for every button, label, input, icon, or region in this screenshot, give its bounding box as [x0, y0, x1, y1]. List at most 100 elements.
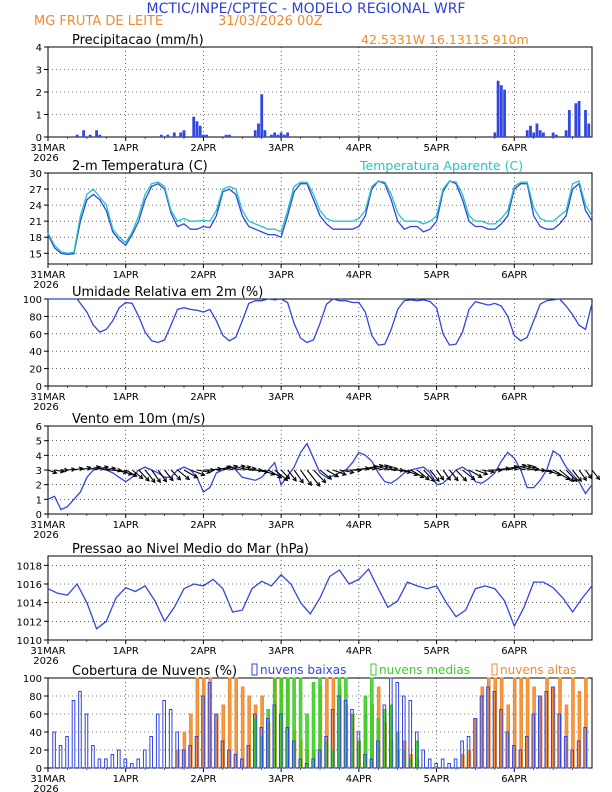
precip-bar: [542, 132, 545, 137]
temp-ytick-label: 15: [29, 249, 42, 260]
precip-bar: [503, 89, 506, 137]
wind-arrow: [313, 469, 326, 483]
temp-xtick-label: 6APR: [501, 270, 527, 281]
wind-arrow: [423, 469, 435, 482]
wind-arrow-head: [145, 476, 150, 482]
wind-arrow: [190, 469, 205, 476]
wind-arrow: [242, 467, 256, 471]
cloud-bar-nuvens-baixas: [91, 745, 95, 769]
precip-bar: [98, 134, 102, 137]
wind-arrow: [475, 469, 488, 475]
wind-arrow: [183, 469, 198, 479]
wind-ytick-label: 1: [36, 495, 42, 506]
cloud-bar-nuvens-baixas: [363, 754, 367, 769]
wind-xtick-label: 31MAR: [30, 520, 65, 531]
precip-bar: [159, 134, 163, 137]
wind-arrow: [287, 469, 297, 482]
wind-arrow-head: [210, 467, 216, 473]
wind-arrow: [585, 469, 592, 479]
wind-ytick-label: 2: [36, 481, 42, 492]
precip-bar: [82, 130, 86, 137]
slp-title: Pressao ao Nivel Medio do Mar (hPa): [72, 542, 309, 557]
cloud-bar-nuvens-baixas: [155, 713, 160, 769]
wind-arrow: [144, 469, 156, 483]
temp-ytick-label: 18: [29, 233, 42, 244]
cloud-bar-nuvens-medias: [370, 677, 374, 769]
cloud-bar-nuvens-baixas: [207, 682, 212, 769]
wind-arrow: [280, 469, 290, 480]
precip-bar: [554, 134, 558, 137]
wind-arrow-head: [430, 477, 436, 483]
wind-arrow: [442, 469, 451, 481]
temp-line-temperatura-aparente-c-: [47, 180, 593, 254]
rh-xtick-label: 31MAR: [30, 392, 65, 403]
temp-xtick-sublabel: 2026: [33, 280, 58, 291]
precip-xtick-label: 2APR: [190, 143, 216, 154]
precip-xtick-label: 5APR: [423, 143, 449, 154]
clouds-ytick-label: 100: [23, 674, 42, 685]
cloud-bar-nuvens-baixas: [201, 695, 205, 769]
temp-xtick-label: 31MAR: [30, 270, 65, 281]
cloud-bar-nuvens-baixas: [460, 740, 464, 769]
cloud-bar-nuvens-baixas: [401, 695, 406, 769]
run-label: 31/03/2026 00Z: [218, 14, 323, 29]
rh-xtick-label: 4APR: [346, 392, 372, 403]
wind-arrow: [306, 469, 321, 487]
wind-arrow-head: [292, 476, 297, 482]
wind-arrow: [319, 469, 332, 480]
wind-xtick-sublabel: 2026: [33, 530, 58, 541]
slp-xtick-label: 5APR: [423, 646, 449, 657]
cloud-bar-nuvens-baixas: [129, 763, 134, 769]
cloud-bar-nuvens-medias: [311, 682, 316, 769]
wind-arrow: [578, 469, 587, 481]
precip-xtick-label: 6APR: [501, 143, 527, 154]
precip-ytick-label: 2: [36, 88, 42, 99]
wind-arrow: [429, 469, 440, 482]
slp-xtick-label: 6APR: [501, 646, 527, 657]
slp-xtick-label: 4APR: [346, 646, 372, 657]
wind-arrow-head: [384, 464, 390, 469]
cloud-bar-nuvens-baixas: [525, 736, 529, 769]
slp-ytick-label: 1018: [17, 561, 42, 572]
wind-arrow-head: [582, 476, 587, 482]
wind-arrow: [546, 469, 561, 476]
cloud-bar-nuvens-baixas: [466, 736, 471, 769]
precip-bar: [253, 130, 257, 137]
rh-ytick-label: 100: [23, 295, 42, 306]
precip-bar: [564, 130, 568, 137]
cloud-bar-nuvens-baixas: [544, 691, 549, 769]
wind-arrow-head: [246, 465, 252, 470]
wind-arrow-head: [132, 472, 138, 477]
cloud-bar-nuvens-baixas: [259, 727, 264, 769]
temp-legend: Temperatura Aparente (C): [359, 158, 523, 173]
precip-bar: [525, 130, 529, 137]
wind-arrow-head: [185, 475, 191, 481]
precip-ytick-label: 3: [36, 66, 42, 77]
wind-arrow: [552, 469, 570, 480]
precip-bar: [202, 134, 205, 137]
temp-xtick-label: 1APR: [113, 270, 139, 281]
wind-arrow-head: [424, 475, 430, 481]
wind-arrow: [384, 468, 398, 471]
wind-arrow: [559, 469, 574, 482]
wind-arrow: [119, 469, 133, 476]
wind-arrow: [436, 469, 444, 481]
wind-ytick-label: 0: [36, 510, 42, 521]
wind-arrow: [300, 469, 312, 486]
wind-arrow: [378, 466, 393, 471]
wind-arrow: [591, 469, 600, 480]
cloud-legend-swatch: [370, 663, 377, 676]
precip-bar: [279, 132, 283, 137]
precip-bar: [179, 132, 183, 137]
wind-arrow: [125, 469, 137, 477]
wind-arrow: [170, 469, 181, 481]
cloud-bar-nuvens-baixas: [512, 745, 516, 769]
precip-bar: [195, 121, 199, 137]
temp-xtick-label: 3APR: [268, 270, 294, 281]
wind-arrow: [358, 465, 378, 471]
cloud-bar-nuvens-baixas: [84, 713, 89, 769]
wind-arrow: [365, 464, 383, 471]
